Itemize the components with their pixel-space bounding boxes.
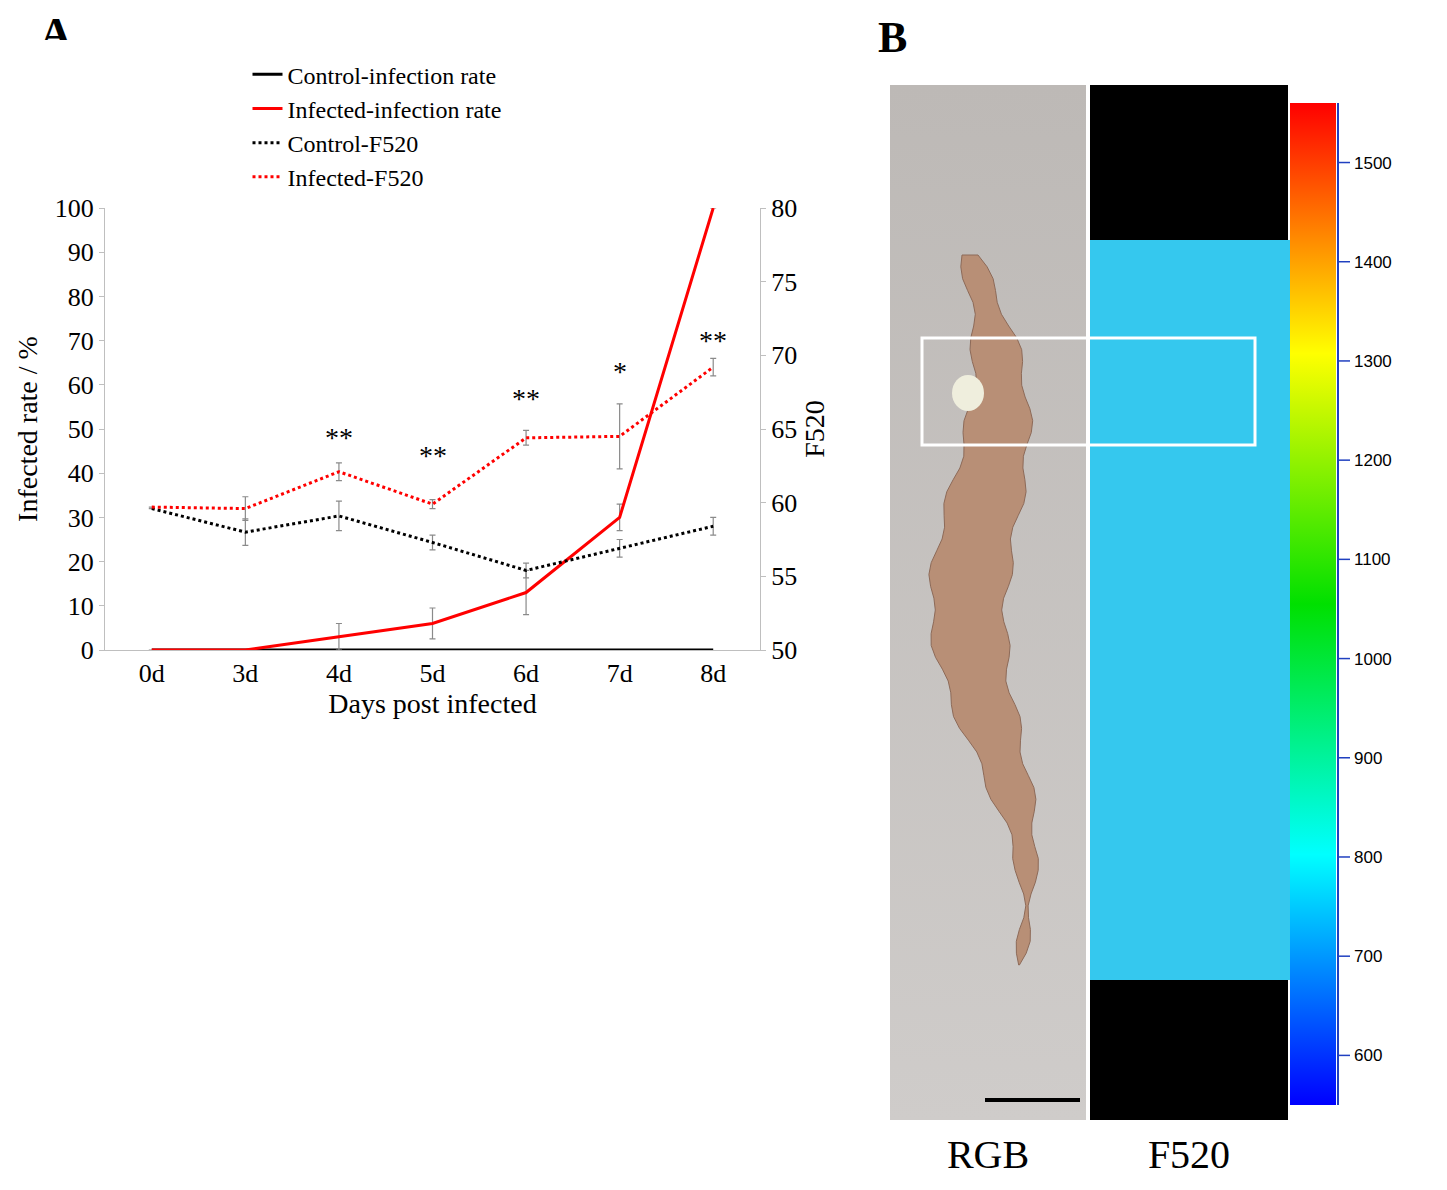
- svg-text:0: 0: [81, 636, 94, 665]
- svg-text:1200: 1200: [1354, 451, 1392, 470]
- svg-text:80: 80: [771, 194, 797, 223]
- svg-text:3d: 3d: [232, 659, 258, 688]
- svg-text:100: 100: [55, 194, 94, 223]
- svg-text:F520: F520: [799, 400, 830, 458]
- svg-text:60: 60: [771, 489, 797, 518]
- svg-text:B: B: [878, 13, 907, 62]
- svg-text:20: 20: [68, 548, 94, 577]
- svg-text:1400: 1400: [1354, 253, 1392, 272]
- svg-text:800: 800: [1354, 848, 1382, 867]
- svg-text:Infected rate / %: Infected rate / %: [12, 336, 43, 522]
- svg-text:Infected-F520: Infected-F520: [288, 165, 424, 191]
- svg-text:700: 700: [1354, 947, 1382, 966]
- svg-text:**: **: [699, 325, 727, 356]
- svg-text:**: **: [419, 440, 447, 471]
- svg-text:1500: 1500: [1354, 154, 1392, 173]
- svg-text:7d: 7d: [607, 659, 633, 688]
- svg-text:30: 30: [68, 504, 94, 533]
- svg-text:**: **: [325, 422, 353, 453]
- svg-text:1300: 1300: [1354, 352, 1392, 371]
- svg-text:1100: 1100: [1354, 550, 1391, 569]
- svg-text:70: 70: [771, 341, 797, 370]
- svg-text:**: **: [512, 383, 540, 414]
- svg-text:Days post infected: Days post infected: [328, 688, 536, 719]
- svg-text:600: 600: [1354, 1046, 1382, 1065]
- svg-text:0d: 0d: [139, 659, 165, 688]
- svg-text:50: 50: [68, 415, 94, 444]
- html-text:A: A: [40, 9, 72, 58]
- svg-text:RGB: RGB: [947, 1132, 1029, 1177]
- svg-text:40: 40: [68, 459, 94, 488]
- svg-text:Control-infection rate: Control-infection rate: [288, 63, 497, 89]
- svg-text:60: 60: [68, 371, 94, 400]
- svg-text:900: 900: [1354, 749, 1382, 768]
- svg-text:65: 65: [771, 415, 797, 444]
- svg-text:5d: 5d: [420, 659, 446, 688]
- svg-text:55: 55: [771, 562, 797, 591]
- svg-text:80: 80: [68, 283, 94, 312]
- svg-text:Control-F520: Control-F520: [288, 131, 419, 157]
- svg-text:F520: F520: [1148, 1132, 1230, 1177]
- svg-text:50: 50: [771, 636, 797, 665]
- svg-text:75: 75: [771, 268, 797, 297]
- svg-text:90: 90: [68, 238, 94, 267]
- svg-text:10: 10: [68, 592, 94, 621]
- svg-text:1000: 1000: [1354, 650, 1392, 669]
- svg-text:*: *: [613, 356, 627, 387]
- svg-text:Infected-infection rate: Infected-infection rate: [288, 97, 502, 123]
- svg-text:8d: 8d: [700, 659, 726, 688]
- svg-text:4d: 4d: [326, 659, 352, 688]
- svg-text:6d: 6d: [513, 659, 539, 688]
- svg-text:70: 70: [68, 327, 94, 356]
